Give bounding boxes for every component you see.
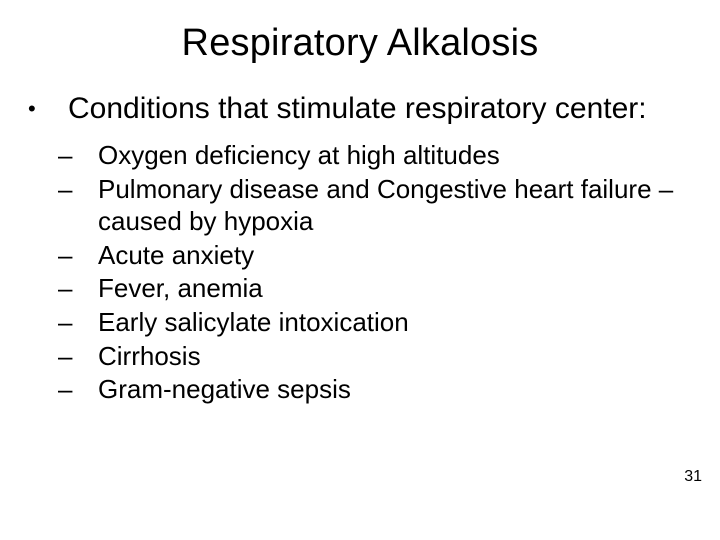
bullet-level2-text: Early salicylate intoxication bbox=[98, 307, 409, 337]
bullet-level2-text: Fever, anemia bbox=[98, 273, 263, 303]
bullet-level2-text: Gram-negative sepsis bbox=[98, 374, 351, 404]
bullet-level2: –Cirrhosis bbox=[98, 341, 680, 373]
dash-icon: – bbox=[78, 374, 98, 406]
dash-icon: – bbox=[78, 240, 98, 272]
bullet-level2-text: Pulmonary disease and Congestive heart f… bbox=[98, 174, 673, 236]
slide: Respiratory Alkalosis •Conditions that s… bbox=[0, 0, 720, 540]
bullet-level2-text: Oxygen deficiency at high altitudes bbox=[98, 140, 500, 170]
dash-icon: – bbox=[78, 341, 98, 373]
bullet-level2: –Early salicylate intoxication bbox=[98, 307, 680, 339]
bullet-level2: –Oxygen deficiency at high altitudes bbox=[98, 140, 680, 172]
dash-icon: – bbox=[78, 174, 98, 206]
slide-title: Respiratory Alkalosis bbox=[40, 22, 680, 65]
bullet-level2: –Pulmonary disease and Congestive heart … bbox=[98, 174, 680, 237]
dash-icon: – bbox=[78, 307, 98, 339]
bullet-level1: •Conditions that stimulate respiratory c… bbox=[40, 91, 680, 126]
bullet-level2-text: Cirrhosis bbox=[98, 341, 201, 371]
bullet-level2-text: Acute anxiety bbox=[98, 240, 254, 270]
page-number: 31 bbox=[684, 468, 702, 486]
dash-icon: – bbox=[78, 140, 98, 172]
bullet-level2: –Gram-negative sepsis bbox=[98, 374, 680, 406]
bullet-dot-icon: • bbox=[48, 96, 68, 122]
bullet-level2: –Fever, anemia bbox=[98, 273, 680, 305]
bullet-level2: –Acute anxiety bbox=[98, 240, 680, 272]
sub-bullet-list: –Oxygen deficiency at high altitudes –Pu… bbox=[40, 140, 680, 406]
dash-icon: – bbox=[78, 273, 98, 305]
bullet-level1-text: Conditions that stimulate respiratory ce… bbox=[68, 92, 647, 125]
